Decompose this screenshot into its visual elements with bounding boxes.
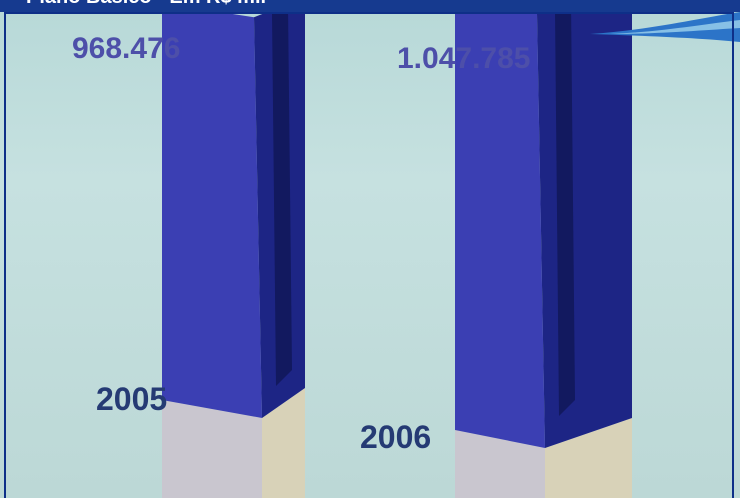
corner-decoration — [590, 12, 740, 42]
bar-value-label: 968.476 — [72, 32, 180, 65]
bar-base-front — [455, 430, 545, 498]
bar-value-label: 1.047.785 — [397, 42, 530, 75]
bar-category-label: 2006 — [360, 419, 431, 455]
bar-base-side — [545, 418, 632, 498]
bar-front — [455, 0, 545, 448]
bar-category-label: 2005 — [96, 381, 167, 417]
bar-base-front — [162, 400, 262, 498]
slide-frame — [4, 12, 734, 498]
bar-front — [162, 3, 262, 418]
bar-base-side — [262, 388, 305, 498]
bar-groove — [272, 5, 292, 386]
bar-groove — [555, 1, 575, 417]
slide-title: Plano Básico - Em R$ mil — [26, 0, 266, 9]
title-bar: Plano Básico - Em R$ mil — [0, 0, 740, 12]
